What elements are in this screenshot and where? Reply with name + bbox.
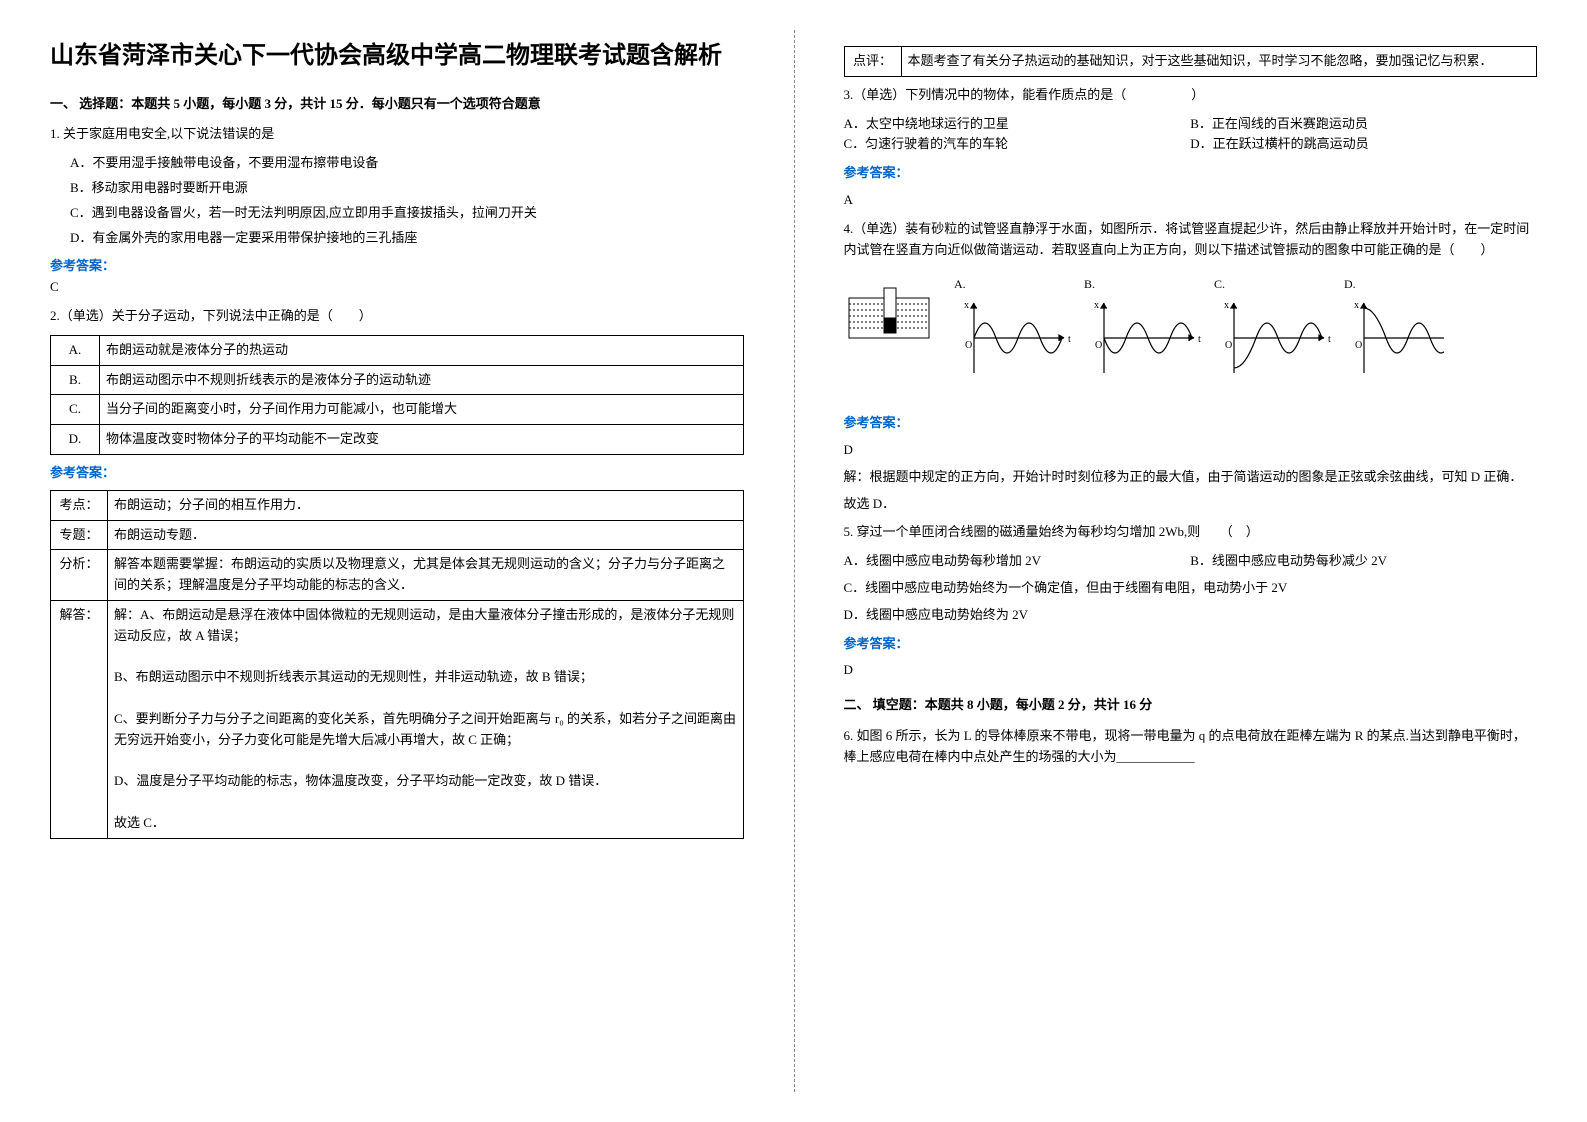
svg-text:O: O [1355,340,1362,351]
q2-fenxi-text: 解答本题需要掌握：布朗运动的实质以及物理意义，尤其是体会其无规则运动的含义；分子… [108,550,744,601]
q3-answer: A [844,190,1538,211]
table-row: 分析：解答本题需要掌握：布朗运动的实质以及物理意义，尤其是体会其无规则运动的含义… [51,550,744,601]
q2-jieda-text: 解：A、布朗运动是悬浮在液体中固体微粒的无规则运动，是由大量液体分子撞击形成的，… [108,600,744,838]
q2-kaodian-text: 布朗运动；分子间的相互作用力． [108,490,744,520]
svg-text:x: x [964,300,969,311]
q2-zhuanti-text: 布朗运动专题． [108,520,744,550]
comment-label: 点评： [844,47,901,77]
section2-header: 二、 填空题：本题共 8 小题，每小题 2 分，共计 16 分 [844,695,1538,716]
svg-text:x: x [1354,300,1359,311]
q2-kaodian-label: 考点： [51,490,108,520]
left-column: 山东省菏泽市关心下一代协会高级中学高二物理联考试题含解析 一、 选择题：本题共 … [0,0,794,1122]
q4-opt-b-label: B. [1084,277,1095,291]
q2-d-text: 物体温度改变时物体分子的平均动能不一定改变 [100,425,744,455]
q1-option-c: C．遇到电器设备冒火，若一时无法判明原因,应立即用手直接拔插头，拉闸刀开关 [70,203,744,224]
q2-jieda-label: 解答： [51,600,108,838]
q4-answer: D [844,440,1538,461]
q2-d-label: D. [51,425,100,455]
q6-stem: 6. 如图 6 所示，长为 L 的导体棒原来不带电，现将一带电量为 q 的点电荷… [844,726,1538,768]
q5-option-a: A．线圈中感应电动势每秒增加 2V [844,551,1191,572]
svg-text:t: t [1068,334,1071,345]
q2-fenxi-label: 分析： [51,550,108,601]
section1-header: 一、 选择题：本题共 5 小题，每小题 3 分，共计 15 分．每小题只有一个选… [50,94,744,115]
q3-option-b: B．正在闯线的百米赛跑运动员 [1190,114,1537,135]
q2-a-label: A. [51,335,100,365]
q2-options-table: A.布朗运动就是液体分子的热运动 B.布朗运动图示中不规则折线表示的是液体分子的… [50,335,744,455]
q2-b-label: B. [51,365,100,395]
svg-text:x: x [1224,300,1229,311]
q3-answer-label: 参考答案： [844,163,1538,184]
q2-a-text: 布朗运动就是液体分子的热运动 [100,335,744,365]
q5-stem: 5. 穿过一个单匝闭合线圈的磁通量始终为每秒均匀增加 2Wb,则 （ ） [844,522,1538,543]
q3-option-c: C．匀速行驶着的汽车的车轮 [844,134,1191,155]
q3-option-d: D．正在跃过横杆的跳高运动员 [1190,134,1537,155]
svg-text:t: t [1198,334,1201,345]
q2-zhuanti-label: 专题： [51,520,108,550]
comment-text: 本题考查了有关分子热运动的基础知识，对于这些基础知识，平时学习不能忽略，要加强记… [901,47,1537,77]
svg-text:x: x [1094,300,1099,311]
q1-option-d: D．有金属外壳的家用电器一定要采用带保护接地的三孔插座 [70,228,744,249]
q1-option-a: A．不要用湿手接触带电设备，不要用湿布擦带电设备 [70,153,744,174]
q4-opt-a-label: A. [954,277,966,291]
svg-text:O: O [1225,340,1232,351]
q2-analysis-table: 考点：布朗运动；分子间的相互作用力． 专题：布朗运动专题． 分析：解答本题需要掌… [50,490,744,839]
q4-answer-label: 参考答案： [844,413,1538,434]
table-row: 解答：解：A、布朗运动是悬浮在液体中固体微粒的无规则运动，是由大量液体分子撞击形… [51,600,744,838]
right-column: 点评： 本题考查了有关分子热运动的基础知识，对于这些基础知识，平时学习不能忽略，… [794,0,1587,1122]
q4-opt-d-label: D. [1344,277,1356,291]
svg-text:t: t [1328,334,1331,345]
comment-table: 点评： 本题考查了有关分子热运动的基础知识，对于这些基础知识，平时学习不能忽略，… [844,46,1538,77]
q2-c-label: C. [51,395,100,425]
table-row: B.布朗运动图示中不规则折线表示的是液体分子的运动轨迹 [51,365,744,395]
q1-answer-label: 参考答案： [50,256,744,277]
table-row: C.当分子间的距离变小时，分子间作用力可能减小，也可能增大 [51,395,744,425]
q5-option-b: B．线圈中感应电动势每秒减少 2V [1190,551,1537,572]
q4-opt-c-label: C. [1214,277,1225,291]
q4-explain1: 解：根据题中规定的正方向，开始计时时刻位移为正的最大值，由于简谐运动的图象是正弦… [844,467,1538,488]
q1-stem: 1. 关于家庭用电安全,以下说法错误的是 [50,124,744,145]
q2-b-text: 布朗运动图示中不规则折线表示的是液体分子的运动轨迹 [100,365,744,395]
table-row: 点评： 本题考查了有关分子热运动的基础知识，对于这些基础知识，平时学习不能忽略，… [844,47,1537,77]
q4-figure: A. t x O B. [844,268,1538,405]
q5-answer: D [844,660,1538,681]
svg-text:O: O [1095,340,1102,351]
table-row: 专题：布朗运动专题． [51,520,744,550]
page-title: 山东省菏泽市关心下一代协会高级中学高二物理联考试题含解析 [50,40,744,74]
table-row: D.物体温度改变时物体分子的平均动能不一定改变 [51,425,744,455]
q3-option-a: A．太空中绕地球运行的卫星 [844,114,1191,135]
svg-text:O: O [965,340,972,351]
q3-stem: 3.（单选）下列情况中的物体，能看作质点的是（ ） [844,85,1538,106]
q5-option-d: D．线圈中感应电动势始终为 2V [844,605,1538,626]
table-row: A.布朗运动就是液体分子的热运动 [51,335,744,365]
q1-answer: C [50,277,744,298]
q2-c-text: 当分子间的距离变小时，分子间作用力可能减小，也可能增大 [100,395,744,425]
q2-answer-label: 参考答案： [50,463,744,484]
q4-stem: 4.（单选）装有砂粒的试管竖直静浮于水面，如图所示．将试管竖直提起少许，然后由静… [844,219,1538,261]
q2-stem: 2.（单选）关于分子运动，下列说法中正确的是（ ） [50,306,744,327]
q5-answer-label: 参考答案： [844,634,1538,655]
q5-option-c: C．线圈中感应电动势始终为一个确定值，但由于线圈有电阻，电动势小于 2V [844,578,1538,599]
q1-option-b: B．移动家用电器时要断开电源 [70,178,744,199]
q4-explain2: 故选 D． [844,494,1538,515]
table-row: 考点：布朗运动；分子间的相互作用力． [51,490,744,520]
